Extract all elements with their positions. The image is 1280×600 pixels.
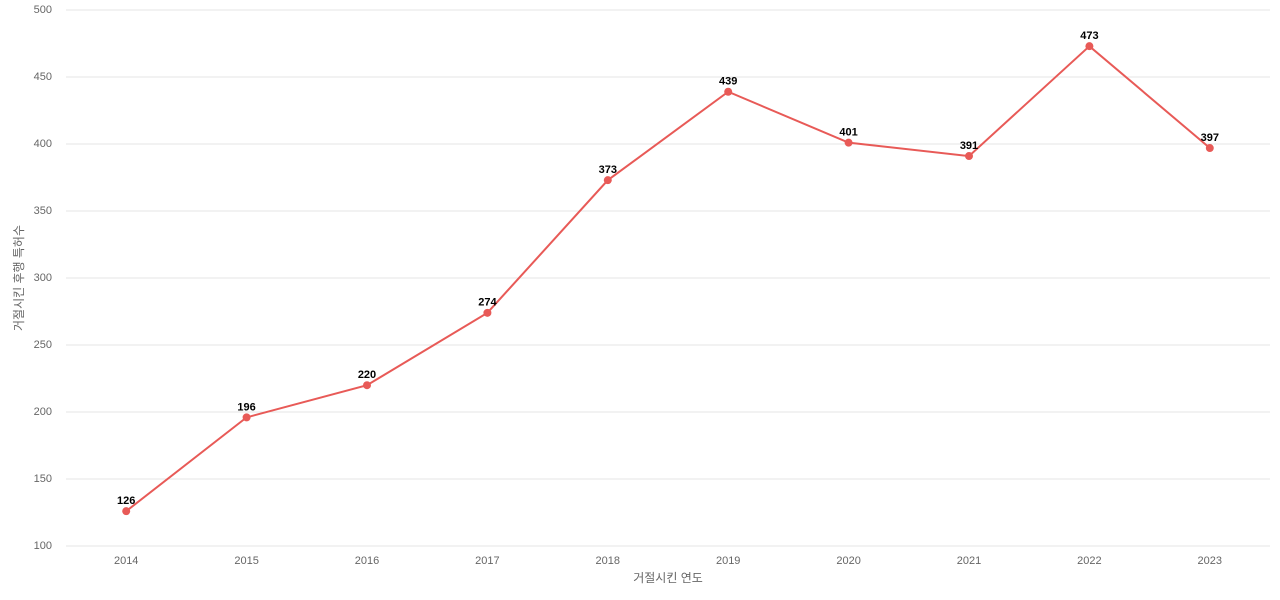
y-tick-label: 400 — [34, 138, 52, 150]
x-tick-label: 2016 — [355, 555, 379, 567]
x-tick-label: 2020 — [836, 555, 860, 567]
y-tick-label: 300 — [34, 272, 52, 284]
data-label: 126 — [117, 495, 135, 507]
data-label: 274 — [478, 297, 497, 309]
point — [483, 308, 492, 317]
data-label: 397 — [1201, 132, 1219, 144]
point — [363, 381, 371, 390]
x-tick-label: 2022 — [1077, 555, 1101, 567]
y-tick-label: 350 — [34, 205, 52, 217]
y-axis-title: 거절시킨 후행 특허수 — [11, 225, 26, 331]
point — [1205, 144, 1214, 153]
x-tick-label: 2015 — [234, 555, 258, 567]
x-tick-label: 2021 — [957, 555, 981, 567]
y-tick-label: 250 — [34, 339, 52, 351]
data-label: 439 — [719, 76, 737, 88]
data-label: 220 — [358, 369, 376, 381]
x-tick-label: 2018 — [596, 555, 620, 567]
point — [724, 87, 733, 96]
point — [122, 507, 131, 516]
y-tick-label: 100 — [34, 540, 52, 552]
x-axis-title: 거절시킨 연도 — [633, 571, 703, 585]
x-tick-label: 2023 — [1198, 555, 1222, 567]
x-tick-label: 2017 — [475, 555, 499, 567]
x-tick-label: 2014 — [114, 555, 138, 567]
point — [965, 152, 973, 161]
line — [125, 44, 1211, 512]
point — [603, 176, 612, 185]
data-label: 373 — [599, 164, 617, 176]
y-tick-label: 200 — [34, 406, 52, 418]
point — [844, 138, 853, 147]
y-tick-label: 450 — [34, 71, 52, 83]
data-label: 401 — [839, 127, 857, 139]
point — [242, 413, 251, 422]
y-tick-label: 500 — [34, 4, 52, 16]
data-label: 473 — [1080, 30, 1098, 42]
x-tick-label: 2019 — [716, 555, 740, 567]
data-label: 391 — [960, 140, 978, 152]
y-tick-label: 150 — [34, 473, 52, 485]
point — [1085, 42, 1094, 51]
data-label: 196 — [237, 401, 255, 413]
